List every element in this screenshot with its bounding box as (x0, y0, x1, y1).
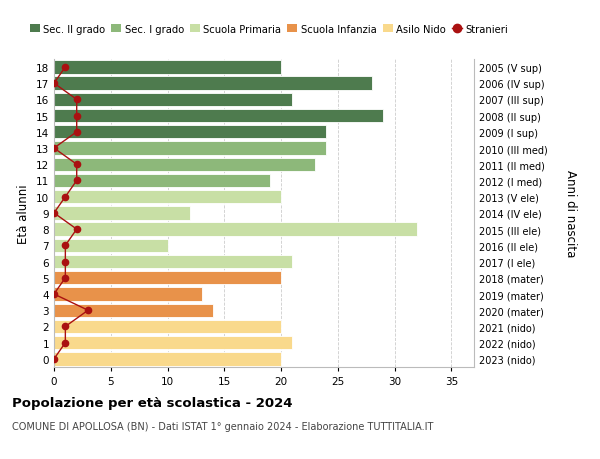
Bar (54, 94, 292, 107)
Bar (54, 320, 281, 333)
Text: Popolazione per età scolastica - 2024: Popolazione per età scolastica - 2024 (12, 396, 293, 409)
Bar (54, 158, 315, 172)
Bar (54, 174, 269, 188)
Bar (54, 61, 281, 74)
Y-axis label: Anni di nascita: Anni di nascita (564, 170, 577, 257)
Bar (54, 255, 292, 269)
Bar (54, 304, 213, 317)
Bar (54, 353, 281, 366)
Bar (54, 288, 202, 301)
Bar (54, 336, 292, 350)
Bar (54, 272, 281, 285)
Legend: Sec. II grado, Sec. I grado, Scuola Primaria, Scuola Infanzia, Asilo Nido, Stran: Sec. II grado, Sec. I grado, Scuola Prim… (29, 25, 508, 35)
Bar (54, 126, 326, 139)
Bar (54, 190, 281, 204)
Bar (54, 239, 167, 252)
Bar (54, 223, 417, 236)
Bar (54, 142, 326, 155)
Bar (54, 77, 372, 90)
Y-axis label: Età alunni: Età alunni (17, 184, 31, 243)
Bar (54, 207, 190, 220)
Bar (54, 110, 383, 123)
Text: COMUNE DI APOLLOSA (BN) - Dati ISTAT 1° gennaio 2024 - Elaborazione TUTTITALIA.I: COMUNE DI APOLLOSA (BN) - Dati ISTAT 1° … (12, 421, 433, 431)
